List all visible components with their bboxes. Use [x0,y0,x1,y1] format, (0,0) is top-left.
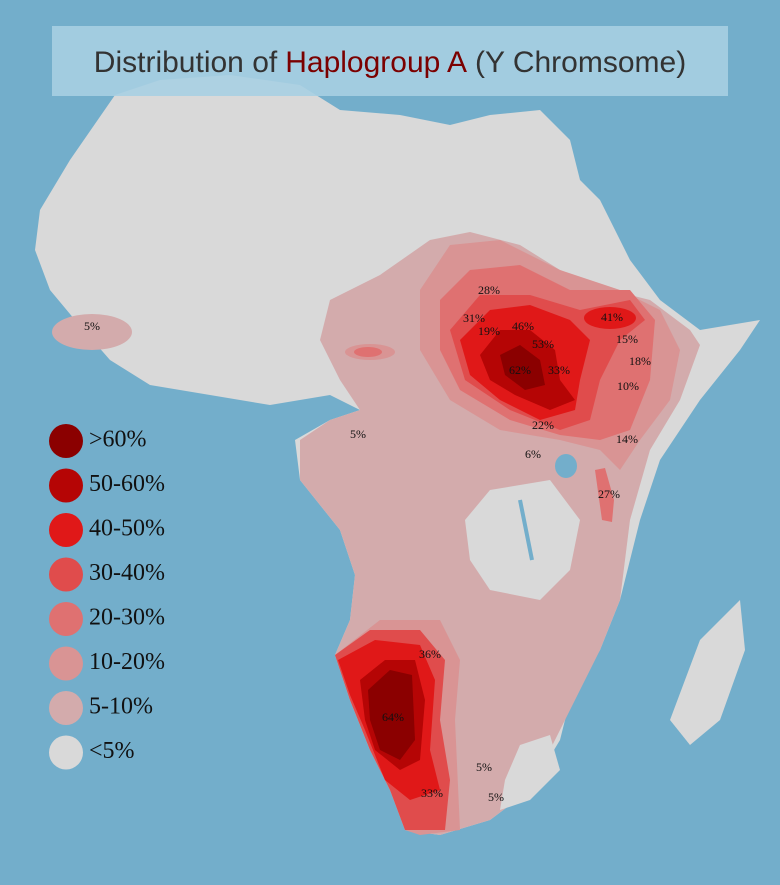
region-label: 53% [532,337,554,351]
region [354,347,382,357]
title-text: (Y Chromsome) [475,46,686,79]
region [595,468,614,522]
region [584,307,636,329]
legend-swatch [49,691,83,725]
legend-swatch [49,646,83,681]
region-label: 5% [476,760,492,774]
title-highlight: Haplogroup A [285,46,467,79]
region-label: 22% [532,418,554,432]
legend-label: 10-20% [89,649,165,675]
legend-label: 20-30% [89,605,165,631]
region-label: 41% [601,310,623,324]
region-label: 64% [382,710,404,724]
lake [555,454,577,478]
region-label: 62% [509,363,531,377]
lake [518,499,534,561]
region-label: 19% [478,324,500,338]
legend-label: 40-50% [89,516,165,542]
region-label: 33% [548,363,570,377]
legend-swatch [49,602,83,636]
region [500,735,560,810]
region-label: 33% [421,786,443,800]
legend-swatch [49,424,83,458]
region-label: 36% [419,647,441,661]
legend-label: 5-10% [89,694,153,720]
region [52,314,132,350]
region [368,670,415,760]
title-box [52,26,728,96]
legend-swatch [49,468,83,503]
region-label: 46% [512,319,534,333]
legend-label: >60% [89,427,147,453]
region-label: 28% [478,283,500,297]
region-label: 5% [488,790,504,804]
region [500,345,545,390]
legend-label: 50-60% [89,471,165,497]
region-label: 10% [617,379,639,393]
title: Distribution of Haplogroup A (Y Chromsome) [94,46,686,79]
region-label: 6% [525,447,541,461]
madagascar [670,600,745,745]
title-text: Distribution of [94,46,278,79]
legend-label: 30-40% [89,560,165,586]
legend-label: <5% [89,738,135,764]
region-label: 31% [463,311,485,325]
region-label: 14% [616,432,638,446]
region-label: 18% [629,354,651,368]
region-label: 5% [84,319,100,333]
legend-swatch [49,735,83,770]
region [465,480,580,600]
legend-swatch [49,513,83,547]
legend-swatch [49,557,83,592]
region-label: 15% [616,332,638,346]
region-label: 5% [350,427,366,441]
region-label: 27% [598,487,620,501]
